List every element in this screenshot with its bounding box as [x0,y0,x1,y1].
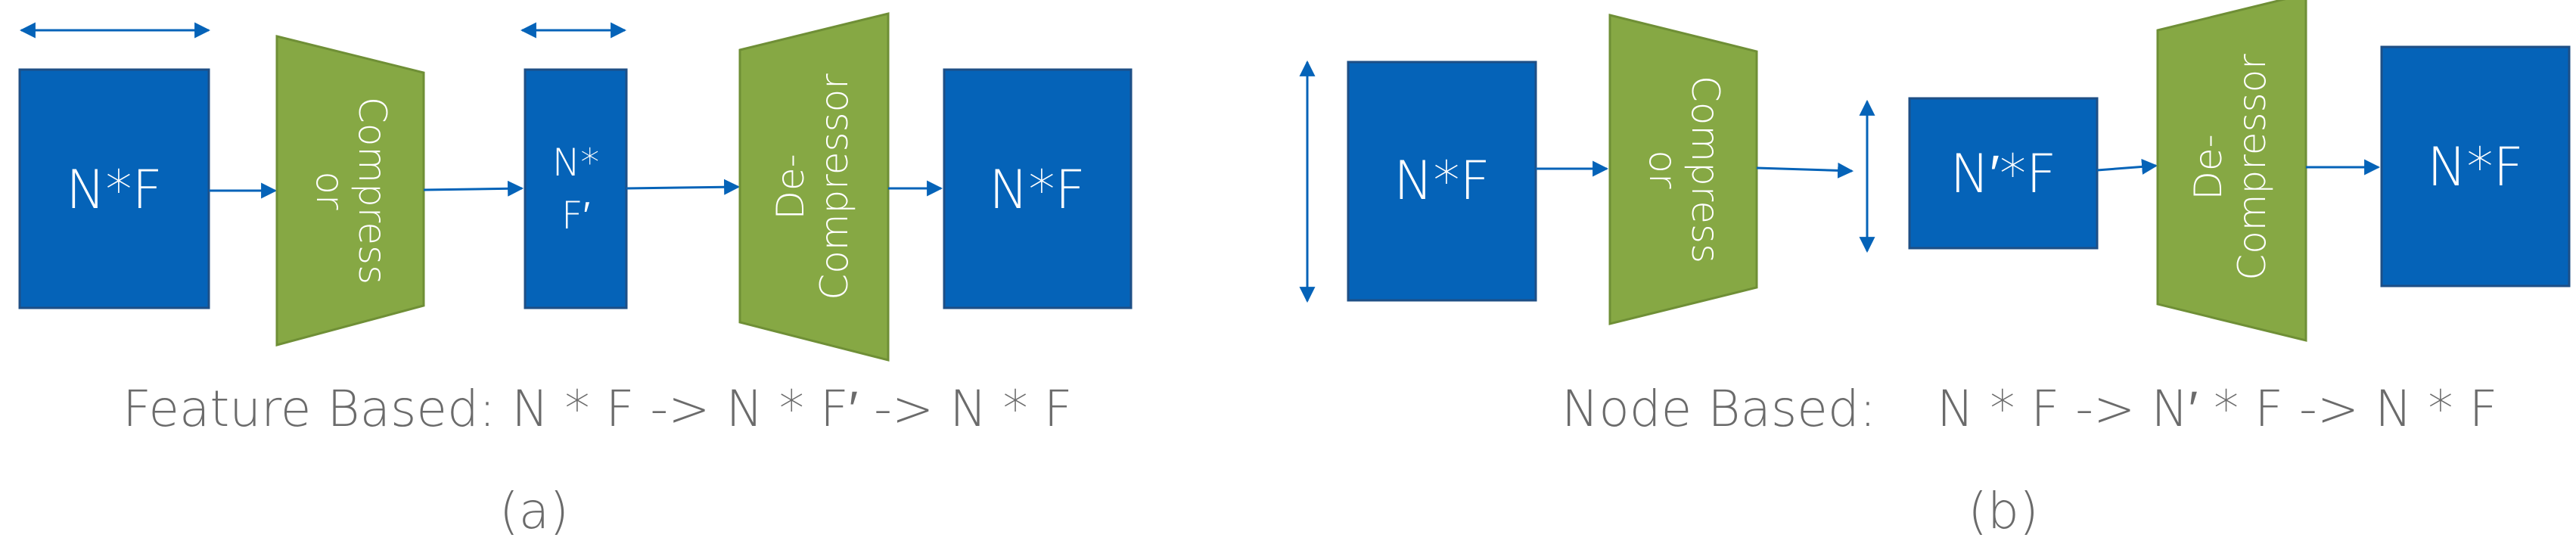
sublabel-b: (b) [1968,482,2038,540]
svg-text:De-: De- [769,154,813,219]
flow-arrow-a-3 [626,179,741,195]
compressed-matrix-box-a [524,68,628,309]
decompressor-trapezoid-a [738,12,890,362]
compressed-matrix-label-a-line1: N* [552,141,599,185]
input-matrix-box-a [18,68,210,309]
compressed-matrix-label-b: N′*F [1950,143,2057,205]
output-matrix-box-a [943,68,1133,309]
panel-a: N*F Compress or N* F′ De- Compressor N*F… [18,12,1133,540]
compressor-trapezoid-a [275,35,425,346]
svg-text:Compressor: Compressor [2230,54,2274,281]
compressor-label-b: Compress or [1641,76,1727,263]
svg-text:Compress: Compress [1683,76,1727,263]
svg-text:Compress: Compress [350,97,394,284]
caption-b-prefix: Node Based: [1561,380,1876,438]
flow-arrow-a-2 [423,180,524,197]
decompressor-trapezoid-b [2156,0,2307,342]
svg-text:De-: De- [2186,134,2230,200]
compressor-label-a: Compress or [308,97,394,284]
svg-text:Compressor: Compressor [813,73,856,300]
sublabel-a: (a) [499,482,569,540]
caption-a: Feature Based: N * F -> N * F′ -> N * F [123,380,1073,438]
input-matrix-box-b [1347,61,1537,302]
output-matrix-box-b [2380,45,2571,287]
input-matrix-label-b: N*F [1394,150,1490,212]
output-matrix-label-b: N*F [2427,136,2524,198]
output-matrix-label-a: N*F [989,159,1086,221]
caption-b-formula: N * F -> N′ * F -> N * F [1937,380,2497,438]
compressor-trapezoid-b [1608,14,1758,325]
decompressor-label-a: De- Compressor [769,73,856,300]
flow-arrow-b-3 [2096,158,2158,175]
svg-text:or: or [308,171,352,210]
input-matrix-label-a: N*F [66,159,163,221]
decompressor-label-b: De- Compressor [2186,54,2274,281]
svg-text:or: or [1641,150,1685,189]
compressed-matrix-label-a-line2: F′ [561,194,590,238]
panel-b: N*F Compress or N′*F De- Compressor N*F … [1299,0,2571,540]
compressed-matrix-box-b [1908,97,2099,250]
flow-arrow-b-2 [1756,162,1854,179]
